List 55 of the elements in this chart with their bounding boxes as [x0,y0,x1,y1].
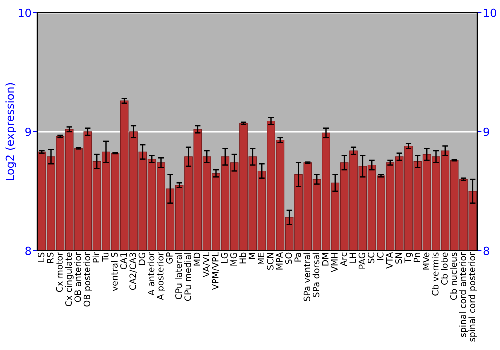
x-tick-label: GP [166,252,173,264]
x-tick-label: PAG [358,253,366,269]
x-tick-label: A posterior [157,252,166,300]
x-tick-label: Cb vermis [432,252,439,296]
x-tick-label: M [248,253,256,260]
x-tick-label: MG [230,253,238,266]
y-tick-label: 8 [26,246,32,256]
x-tick-label: OB posterior [84,252,92,307]
x-tick-label: spinal cord posterior [468,252,478,342]
x-tick-label: RS [47,252,54,264]
x-tick-label: DM [322,253,329,266]
x-tick-label: LS [38,252,45,262]
y-tick-label: 10 [19,8,32,18]
x-tick-label: SO [286,252,292,264]
x-tick-label: VMH [331,253,338,272]
x-tick-label: SPa ventral [304,253,310,302]
x-tick-label: MVe [423,252,430,270]
x-tick-label: Cx motor [56,252,63,292]
x-tick-label: Pa [294,253,302,262]
x-tick-label: IC [377,252,384,260]
x-tick-label: SPa dorsal [312,253,320,298]
x-tick-label: VTA [386,252,393,269]
y2-tick-label: 10 [484,8,496,18]
y2-tick-label: 9 [484,128,490,136]
x-tick-label: A anterior [148,252,155,296]
x-tick-label: MD [194,252,200,266]
x-tick-label: DG [138,253,146,265]
x-tick-label: CA1 [120,253,128,270]
x-tick-label: Cx cingulate [65,252,74,306]
x-tick-label: CPu medial [184,253,192,302]
x-tick-label: ventral S [111,252,118,292]
x-tick-label: spinal cord anterior [460,252,468,338]
x-tick-label: Arc [340,252,348,266]
x-tick-label: LG [221,253,228,264]
x-tick-label: Hb [240,252,246,264]
x-tick-label: CA2/CA3 [130,253,137,290]
x-tick-label: Tg [404,253,413,264]
x-tick-label: MPA [276,252,283,270]
x-tick-label: SCN [267,253,274,270]
x-tick-label: Cb lobe [441,252,448,286]
y-axis-title: Log2 (expression) [6,83,16,180]
x-tick-label: CPu lateral [175,253,182,300]
y-tick-label: 9 [26,128,32,136]
x-tick-label: LH [350,253,356,263]
x-tick-label: VA/VL [203,252,210,278]
x-tick-label: Pn [414,253,420,262]
x-tick-label: Tu [102,253,109,262]
x-tick-label: SC [368,252,375,264]
x-tick-label: Pir [92,252,100,263]
x-tick-label: VPM/VPL [212,252,220,290]
x-tick-label: OB anterior [74,252,82,302]
x-tick-label: SN [396,253,402,264]
x-tick-label: ME [258,252,264,265]
x-tick-label: Cb nucleus [450,252,458,300]
y2-tick-label: 8 [484,246,490,256]
